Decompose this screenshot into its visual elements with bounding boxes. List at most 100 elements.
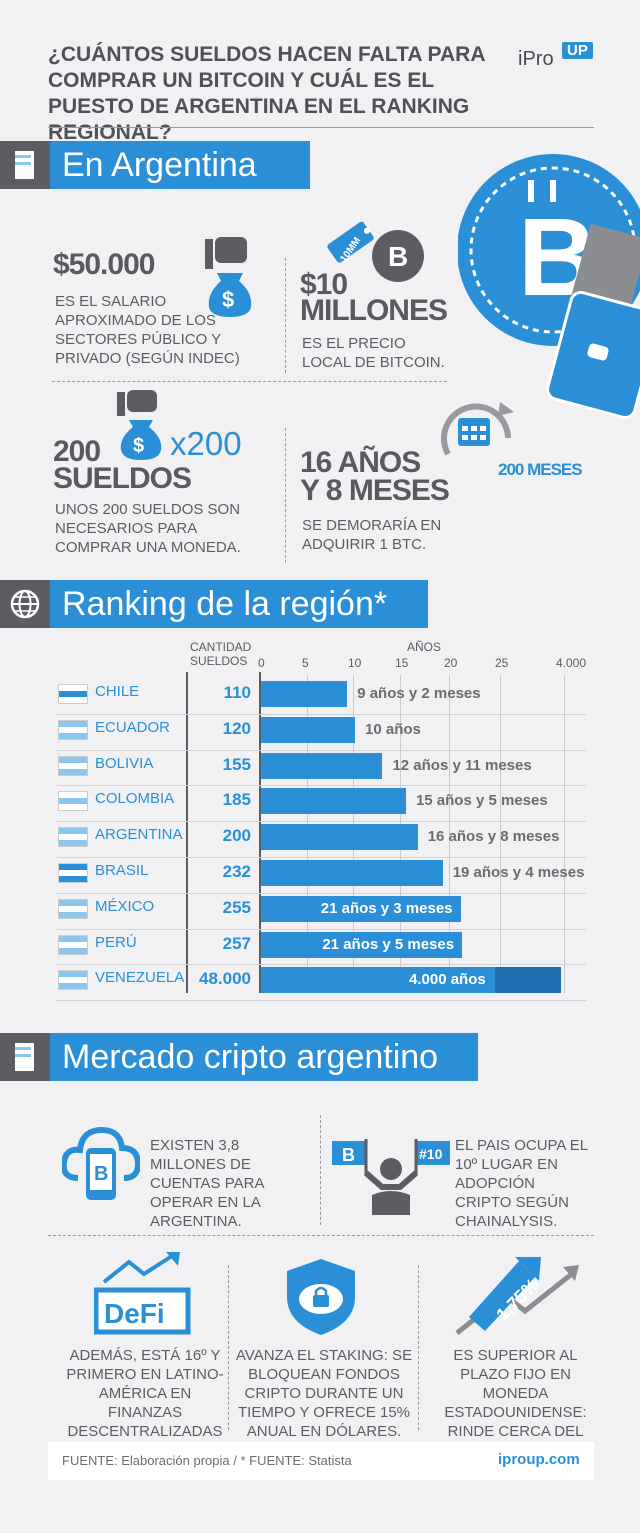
flag-icon — [0, 141, 50, 189]
bar-perú — [261, 931, 463, 958]
page-title: ¿CUÁNTOS SUELDOS HACEN FALTA PARA COMPRA… — [48, 43, 485, 144]
defi-badge: DeFi — [104, 1298, 165, 1329]
svg-text:$: $ — [133, 435, 144, 457]
salaries-value: 255 — [222, 897, 251, 917]
header-divider — [48, 127, 594, 128]
bar-label: 21 años y 3 meses — [320, 899, 453, 917]
bar-venezuela — [261, 967, 561, 994]
calendar-cycle-icon — [438, 398, 520, 468]
x-tick-label: 5 — [302, 656, 309, 670]
money-bag-icon: $ — [117, 390, 167, 460]
price-description: ES EL PRECIO LOCAL DE BITCOIN. — [302, 335, 445, 371]
bar-colombia — [261, 788, 406, 815]
divider — [320, 1115, 321, 1225]
country-flag-icon — [58, 684, 88, 704]
x-tick-label: 15 — [395, 656, 409, 670]
svg-text:B: B — [342, 1145, 355, 1165]
country-flag-icon — [58, 934, 88, 955]
brand-logo-badge: UP — [562, 42, 593, 59]
person-flags-icon: B #10 — [330, 1135, 450, 1215]
years-axis-line — [259, 672, 261, 993]
salaries-value: 155 — [222, 754, 251, 774]
bar-label: 19 años y 4 meses — [452, 864, 585, 881]
bar-label: 15 años y 5 meses — [415, 792, 548, 810]
salary-description: ES EL SALARIO APROXIMADO DE LOS SECTORES… — [55, 293, 240, 367]
bar-label: 10 años — [365, 720, 421, 738]
country-label: CHILE — [95, 683, 140, 700]
salaries-axis-line — [186, 672, 188, 993]
bar-brasil — [261, 860, 443, 886]
country-label: PERÚ — [95, 933, 137, 951]
accounts-description: EXISTEN 3,8 MILLONES DE CUENTAS PARA OPE… — [150, 1137, 264, 1230]
cloud-phone-bitcoin-icon: B — [60, 1118, 142, 1208]
row-divider — [56, 821, 586, 823]
row-divider — [56, 1000, 586, 1002]
country-flag-icon — [58, 791, 88, 812]
salaries-value-1: 200 — [53, 435, 101, 468]
salaries-value: 185 — [222, 790, 251, 810]
rank-description: EL PAIS OCUPA EL 10º LUGAR EN ADOPCIÓN C… — [455, 1137, 588, 1230]
bar-chile — [261, 681, 348, 707]
staking-description: AVANZA EL STAKING: SE BLOQUEAN FONDOS CR… — [235, 1347, 413, 1440]
footer-site-link[interactable]: iproup.com — [498, 1451, 580, 1468]
bar-label: 16 años y 8 meses — [427, 828, 560, 846]
row-divider — [56, 928, 586, 930]
gridline — [500, 675, 501, 993]
country-label: COLOMBIA — [95, 790, 175, 808]
salaries-value: 200 — [222, 826, 251, 846]
country-label: ECUADOR — [95, 718, 171, 736]
salaries-value: 110 — [223, 683, 251, 702]
x-tick-label: 25 — [495, 656, 509, 670]
years-value-2: Y 8 MESES — [300, 474, 450, 507]
country-label: BOLIVIA — [95, 754, 154, 772]
divider — [418, 1265, 419, 1430]
x-tick-label: 10 — [348, 656, 362, 670]
country-label: VENEZUELA — [95, 969, 185, 987]
salaries-value-2: SUELDOS — [53, 462, 192, 495]
flag-icon — [0, 1033, 50, 1081]
bar-argentina — [261, 824, 418, 851]
gridline — [564, 675, 565, 993]
gridline — [449, 675, 450, 993]
row-divider — [56, 964, 586, 966]
divider — [228, 1265, 229, 1430]
bar-label: 4.000 años — [409, 971, 486, 989]
salaries-description: UNOS 200 SUELDOS SON NECESARIOS PARA COM… — [55, 501, 241, 556]
salaries-value: 232 — [222, 862, 251, 881]
divider — [52, 381, 447, 382]
svg-text:B: B — [388, 241, 408, 272]
row-divider — [56, 857, 586, 858]
svg-text:$: $ — [222, 287, 234, 312]
svg-text:B: B — [94, 1163, 108, 1185]
row-divider — [56, 713, 586, 715]
section-band-mercado: Mercado cripto argentino — [50, 1033, 478, 1081]
section-band-argentina: En Argentina — [50, 141, 310, 189]
divider — [285, 258, 286, 373]
row-divider — [56, 749, 586, 751]
defi-chart-icon: DeFi — [93, 1252, 194, 1337]
country-flag-icon — [58, 970, 88, 991]
country-flag-icon — [58, 719, 88, 740]
bar-méxico — [261, 895, 461, 922]
country-flag-icon — [58, 827, 88, 848]
column-header-salaries: CANTIDAD SUELDOS — [190, 640, 252, 668]
price-value-2: MILLONES — [300, 294, 448, 327]
column-header-years: AÑOS — [407, 640, 442, 654]
country-flag-icon — [58, 755, 88, 776]
x-tick-label: 0 — [258, 656, 265, 670]
price-tag-bitcoin-icon: 10MM B — [320, 210, 430, 285]
row-divider — [56, 892, 586, 894]
country-label: BRASIL — [95, 862, 149, 879]
bitcoin-wallet-icon: B — [457, 150, 640, 420]
price-value-1: $10 — [300, 268, 348, 301]
ranking-chart: 0 5 10 15 20 25 4.000 CHILE 110 9 años y 2 meses E… — [56, 656, 586, 1002]
bar-label: 12 años y 11 meses — [392, 756, 532, 774]
years-value-1: 16 AÑOS — [300, 446, 421, 479]
bar-label: 9 años y 2 meses — [357, 685, 481, 702]
salary-value: $50.000 — [53, 248, 155, 281]
bar-bolivia — [261, 752, 383, 779]
country-flag-icon — [58, 863, 88, 883]
globe-icon — [0, 580, 50, 628]
brand-logo: iPro — [518, 48, 554, 70]
x-tick-label: 20 — [444, 656, 458, 670]
